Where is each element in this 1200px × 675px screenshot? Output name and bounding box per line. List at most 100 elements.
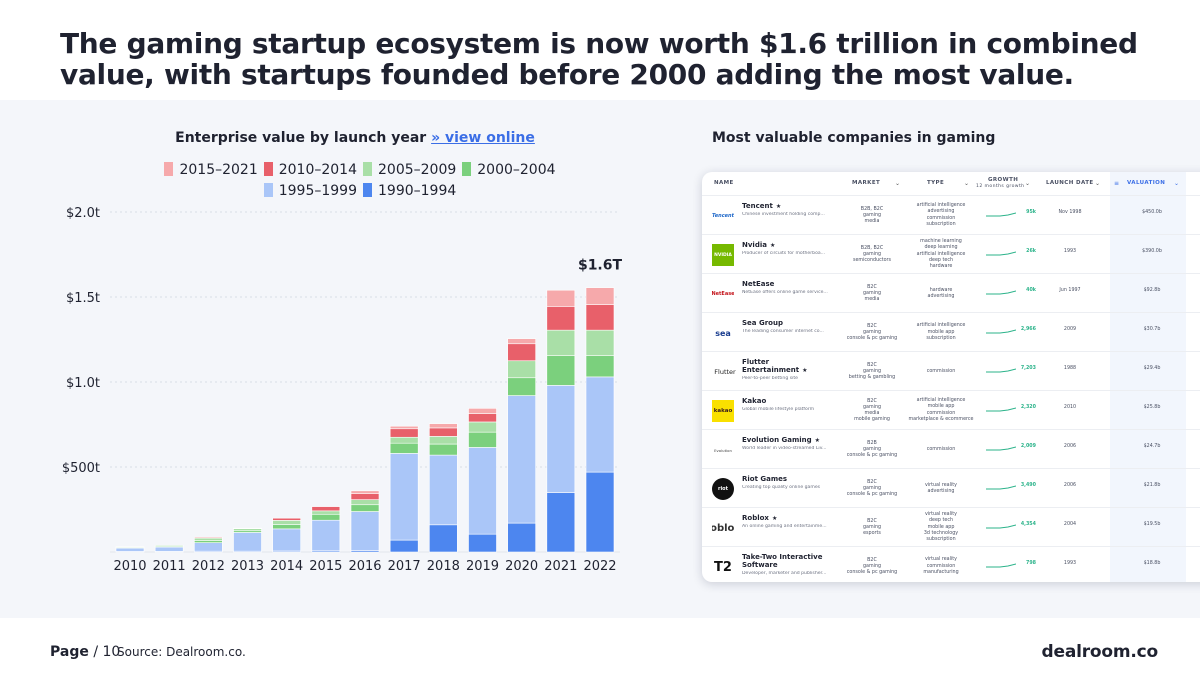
table-row[interactable]: NVIDIA Nvidia ★ Producer of circuits for mo… xyxy=(702,234,1200,274)
company-name[interactable]: Flutter Entertainment ★ xyxy=(742,358,824,375)
x-tick-label: 2015 xyxy=(309,559,342,574)
company-market: B2C gaming console & pc gaming xyxy=(844,324,900,342)
market-tag: gaming xyxy=(862,447,882,452)
company-launch-date: 1988 xyxy=(1063,366,1077,371)
legend-item[interactable]: 2000–2004 xyxy=(462,160,556,181)
market-tag: esports xyxy=(863,531,881,536)
table-row[interactable]: kakao Kakao Global mobile lifestyle platfo… xyxy=(702,390,1200,430)
company-description: World leader in video-streamed Liv... xyxy=(742,446,827,451)
sort-icon[interactable]: ≡ xyxy=(1114,180,1120,187)
chart-title-text: Enterprise value by launch year xyxy=(175,130,427,146)
company-growth: 40k xyxy=(1026,288,1036,293)
company-growth: 2,320 xyxy=(1020,405,1036,410)
legend-item[interactable]: 1995–1999 xyxy=(263,181,357,202)
bar-segment xyxy=(233,527,262,530)
type-chevron-down-icon[interactable]: ⌄ xyxy=(964,180,970,187)
company-launch-date: 2010 xyxy=(1063,405,1077,410)
company-name[interactable]: Sea Group xyxy=(742,319,824,328)
bar-segment xyxy=(115,547,145,552)
x-tick-label: 2014 xyxy=(270,559,303,574)
company-valuation: $92.8b xyxy=(1143,288,1161,293)
table-row[interactable]: T2 Take-Two Interactive Software Developer… xyxy=(702,546,1200,582)
company-growth: 2,966 xyxy=(1020,327,1036,332)
legend-item[interactable]: 1990–1994 xyxy=(363,181,456,202)
company-name-text: Roblox xyxy=(742,514,769,522)
company-logo: Flutter xyxy=(712,361,738,383)
company-valuation: $19.5b xyxy=(1143,522,1161,527)
table-row[interactable]: Evolution Evolution Gaming ★ World leader i… xyxy=(702,429,1200,469)
company-name-text: NetEase xyxy=(742,280,775,288)
company-name-text: Riot Games xyxy=(742,475,788,483)
company-name[interactable]: Evolution Gaming ★ xyxy=(742,436,824,445)
market-chevron-down-icon[interactable]: ⌄ xyxy=(895,180,901,187)
header-valuation[interactable]: VALUATION xyxy=(1127,180,1166,186)
bar-segment xyxy=(350,493,380,500)
table-row[interactable]: NetEase NetEase NetEase offers online game… xyxy=(702,273,1200,313)
company-name[interactable]: Take-Two Interactive Software xyxy=(742,553,824,570)
bar-segment xyxy=(546,492,576,553)
type-tag: deep tech xyxy=(928,518,954,524)
market-tag: B2C xyxy=(867,519,877,524)
company-market: B2C gaming betting & gambling xyxy=(844,363,900,381)
company-name[interactable]: Nvidia ★ xyxy=(742,241,824,250)
growth-sparkline xyxy=(986,251,1016,256)
company-name[interactable]: Riot Games xyxy=(742,475,824,484)
company-market: B2C gaming media xyxy=(844,285,900,303)
market-tag: gaming xyxy=(862,564,882,569)
market-tag: B2B, B2C xyxy=(860,207,884,212)
page-total: / 10 xyxy=(93,644,121,660)
table-row[interactable]: robloxRoblox★An online gaming and entert… xyxy=(702,507,1200,547)
company-name[interactable]: Tencent ★ xyxy=(742,202,824,211)
type-tag: machine learning xyxy=(920,239,962,244)
legend-item[interactable]: 2015–2021 xyxy=(164,160,258,181)
page-headline: The gaming startup ecosystem is now wort… xyxy=(60,27,1138,91)
bar-segment xyxy=(585,355,615,378)
company-market: B2C gaming esports xyxy=(844,519,900,537)
type-tag: artificial intelligence xyxy=(916,323,966,329)
company-name[interactable]: NetEase xyxy=(742,280,824,289)
legend-swatch xyxy=(363,162,372,176)
header-name[interactable]: NAME xyxy=(714,180,734,186)
type-tag: virtual reality xyxy=(924,512,957,517)
legend-item[interactable]: 2010–2014 xyxy=(263,160,357,181)
type-tag: commission xyxy=(926,563,956,569)
growth-sparkline xyxy=(986,329,1016,334)
header-launch-date[interactable]: LAUNCH DATE xyxy=(1046,180,1094,186)
bar-segment xyxy=(546,329,576,356)
table-title: Most valuable companies in gaming xyxy=(712,130,996,146)
table-row[interactable]: Tencent Tencent ★ Chinese investment holdin… xyxy=(702,195,1200,235)
launch-chevron-down-icon[interactable]: ⌄ xyxy=(1095,180,1101,187)
header-type[interactable]: TYPE xyxy=(927,180,945,186)
legend-item[interactable]: 2005–2009 xyxy=(363,160,456,181)
x-tick-label: 2011 xyxy=(153,559,186,574)
type-tag: subscription xyxy=(926,335,956,341)
company-name-text: Flutter Entertainment xyxy=(742,358,800,374)
company-launch-date: 1993 xyxy=(1063,249,1077,254)
bar-segment xyxy=(194,542,223,552)
bar-segment xyxy=(350,499,380,506)
bar-segment xyxy=(546,385,576,493)
table-row[interactable]: Flutter Flutter Entertainment ★ Peer-to-pee… xyxy=(702,351,1200,391)
source-note: Source: Dealroom.co. xyxy=(117,645,246,659)
market-tag: mobile gaming xyxy=(854,417,890,422)
market-tag: betting & gambling xyxy=(848,375,896,380)
table-row[interactable]: sea Sea Group The leading consumer interne… xyxy=(702,312,1200,352)
header-growth[interactable]: GROWTH xyxy=(988,177,1019,183)
company-description: Chinese investment holding comp... xyxy=(742,212,825,217)
valuation-chevron-down-icon[interactable]: ⌄ xyxy=(1174,180,1180,187)
company-name[interactable]: Kakao xyxy=(742,397,824,406)
growth-sparkline xyxy=(986,290,1016,295)
header-market[interactable]: MARKET xyxy=(852,180,881,186)
company-name[interactable]: Roblox ★ xyxy=(742,514,824,523)
star-icon: ★ xyxy=(771,515,778,522)
bar-segment xyxy=(585,287,615,305)
type-tag: advertising xyxy=(927,488,955,494)
bar-segment xyxy=(389,453,419,541)
company-growth: 4,354 xyxy=(1020,522,1036,527)
table-row[interactable]: riot Riot Games Creating top quality onlin… xyxy=(702,468,1200,508)
growth-chevron-down-icon[interactable]: ⌄ xyxy=(1025,180,1031,187)
market-tag: console & pc gaming xyxy=(846,336,898,341)
company-valuation: $18.8b xyxy=(1143,561,1161,566)
company-growth: 26k xyxy=(1026,249,1036,254)
view-online-link[interactable]: » view online xyxy=(431,130,535,146)
